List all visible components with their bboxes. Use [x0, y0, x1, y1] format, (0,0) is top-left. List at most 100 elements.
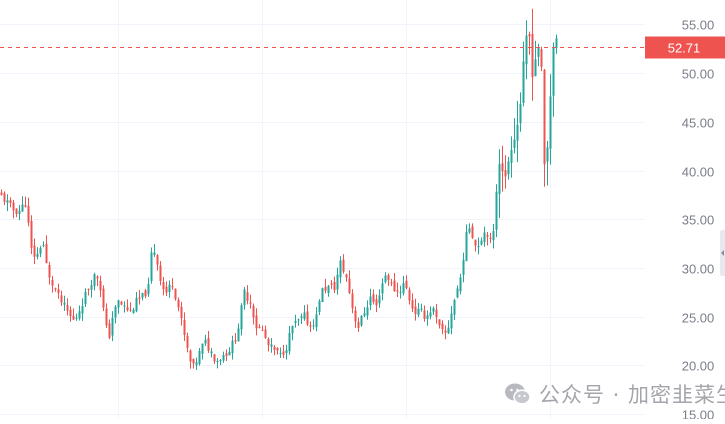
candle-up: [135, 297, 138, 312]
candle-down: [189, 350, 192, 362]
candle-up: [402, 283, 405, 294]
candle-up: [456, 288, 459, 298]
candle-up: [378, 295, 381, 304]
candle-down: [48, 264, 51, 278]
candle-up: [399, 292, 402, 294]
candle-up: [132, 309, 135, 314]
candle-up: [39, 247, 42, 254]
candle-down: [66, 305, 69, 311]
candle-down: [435, 309, 438, 317]
candle-up: [78, 311, 81, 319]
candle-down: [9, 200, 12, 203]
candle-down: [540, 49, 543, 67]
candle-down: [501, 163, 504, 172]
candle-down: [69, 309, 72, 317]
candle-up: [297, 319, 300, 321]
y-tick-label: 50.00: [682, 67, 715, 82]
candle-down: [174, 288, 177, 300]
candle-down: [102, 288, 105, 308]
candle-up: [453, 300, 456, 315]
candle-up: [90, 285, 93, 290]
candle-up: [219, 359, 222, 361]
candle-down: [213, 354, 216, 362]
candle-down: [27, 205, 30, 223]
candle-down: [471, 226, 474, 238]
candle-up: [525, 35, 528, 65]
candle-down: [159, 265, 162, 282]
candle-down: [15, 208, 18, 215]
y-tick-label: 40.00: [682, 165, 715, 180]
candle-down: [183, 319, 186, 336]
candle-up: [291, 325, 294, 334]
candle-up: [495, 191, 498, 230]
candle-down: [408, 289, 411, 301]
candle-down: [444, 330, 447, 333]
candle-up: [465, 232, 468, 261]
candle-up: [6, 200, 9, 203]
candle-down: [393, 280, 396, 292]
candle-up: [318, 300, 321, 312]
candle-up: [519, 103, 522, 124]
candle-up: [294, 320, 297, 324]
candle-up: [222, 355, 225, 361]
candle-up: [522, 61, 525, 103]
candle-up: [18, 210, 21, 214]
candle-down: [405, 280, 408, 289]
candle-up: [312, 325, 315, 327]
candle-up: [429, 312, 432, 317]
candle-down: [126, 306, 129, 311]
candle-up: [507, 161, 510, 175]
current-price-label: 52.71: [668, 41, 701, 56]
candle-down: [276, 348, 279, 351]
candle-up: [480, 240, 483, 245]
candle-up: [216, 360, 219, 362]
candle-down: [531, 33, 534, 78]
y-tick-label: 35.00: [682, 213, 715, 228]
candle-down: [171, 286, 174, 288]
candle-up: [381, 283, 384, 294]
candle-up: [204, 339, 207, 344]
candle-down: [258, 327, 261, 329]
candle-down: [438, 319, 441, 326]
candle-up: [417, 308, 420, 315]
candle-down: [348, 278, 351, 294]
candle-down: [345, 274, 348, 278]
candle-down: [156, 255, 159, 265]
candle-up: [366, 307, 369, 316]
candle-up: [243, 289, 246, 306]
candle-up: [426, 315, 429, 320]
candle-up: [63, 302, 66, 305]
candle-up: [201, 343, 204, 354]
candle-up: [360, 315, 363, 326]
candle-up: [42, 245, 45, 247]
candle-up: [432, 308, 435, 312]
candle-down: [120, 301, 123, 305]
candle-up: [21, 204, 24, 212]
candle-down: [105, 308, 108, 326]
candle-up: [552, 47, 555, 96]
candle-down: [57, 289, 60, 294]
candle-down: [24, 205, 27, 207]
candle-down: [186, 335, 189, 348]
candle-up: [168, 284, 171, 292]
candle-up: [93, 274, 96, 287]
candle-down: [138, 297, 141, 299]
candle-up: [477, 246, 480, 248]
candle-down: [207, 337, 210, 351]
candle-up: [516, 124, 519, 141]
candle-down: [252, 305, 255, 318]
candle-up: [114, 306, 117, 318]
candle-up: [321, 288, 324, 303]
candle-up: [546, 147, 549, 162]
candle-down: [396, 290, 399, 292]
candle-up: [36, 253, 39, 257]
candle-up: [123, 305, 126, 307]
candle-down: [96, 276, 99, 279]
price-scale-handle[interactable]: [720, 230, 725, 276]
candle-up: [195, 362, 198, 366]
candle-down: [255, 315, 258, 329]
candle-down: [0, 192, 3, 195]
candle-up: [147, 283, 150, 295]
candle-down: [354, 310, 357, 322]
